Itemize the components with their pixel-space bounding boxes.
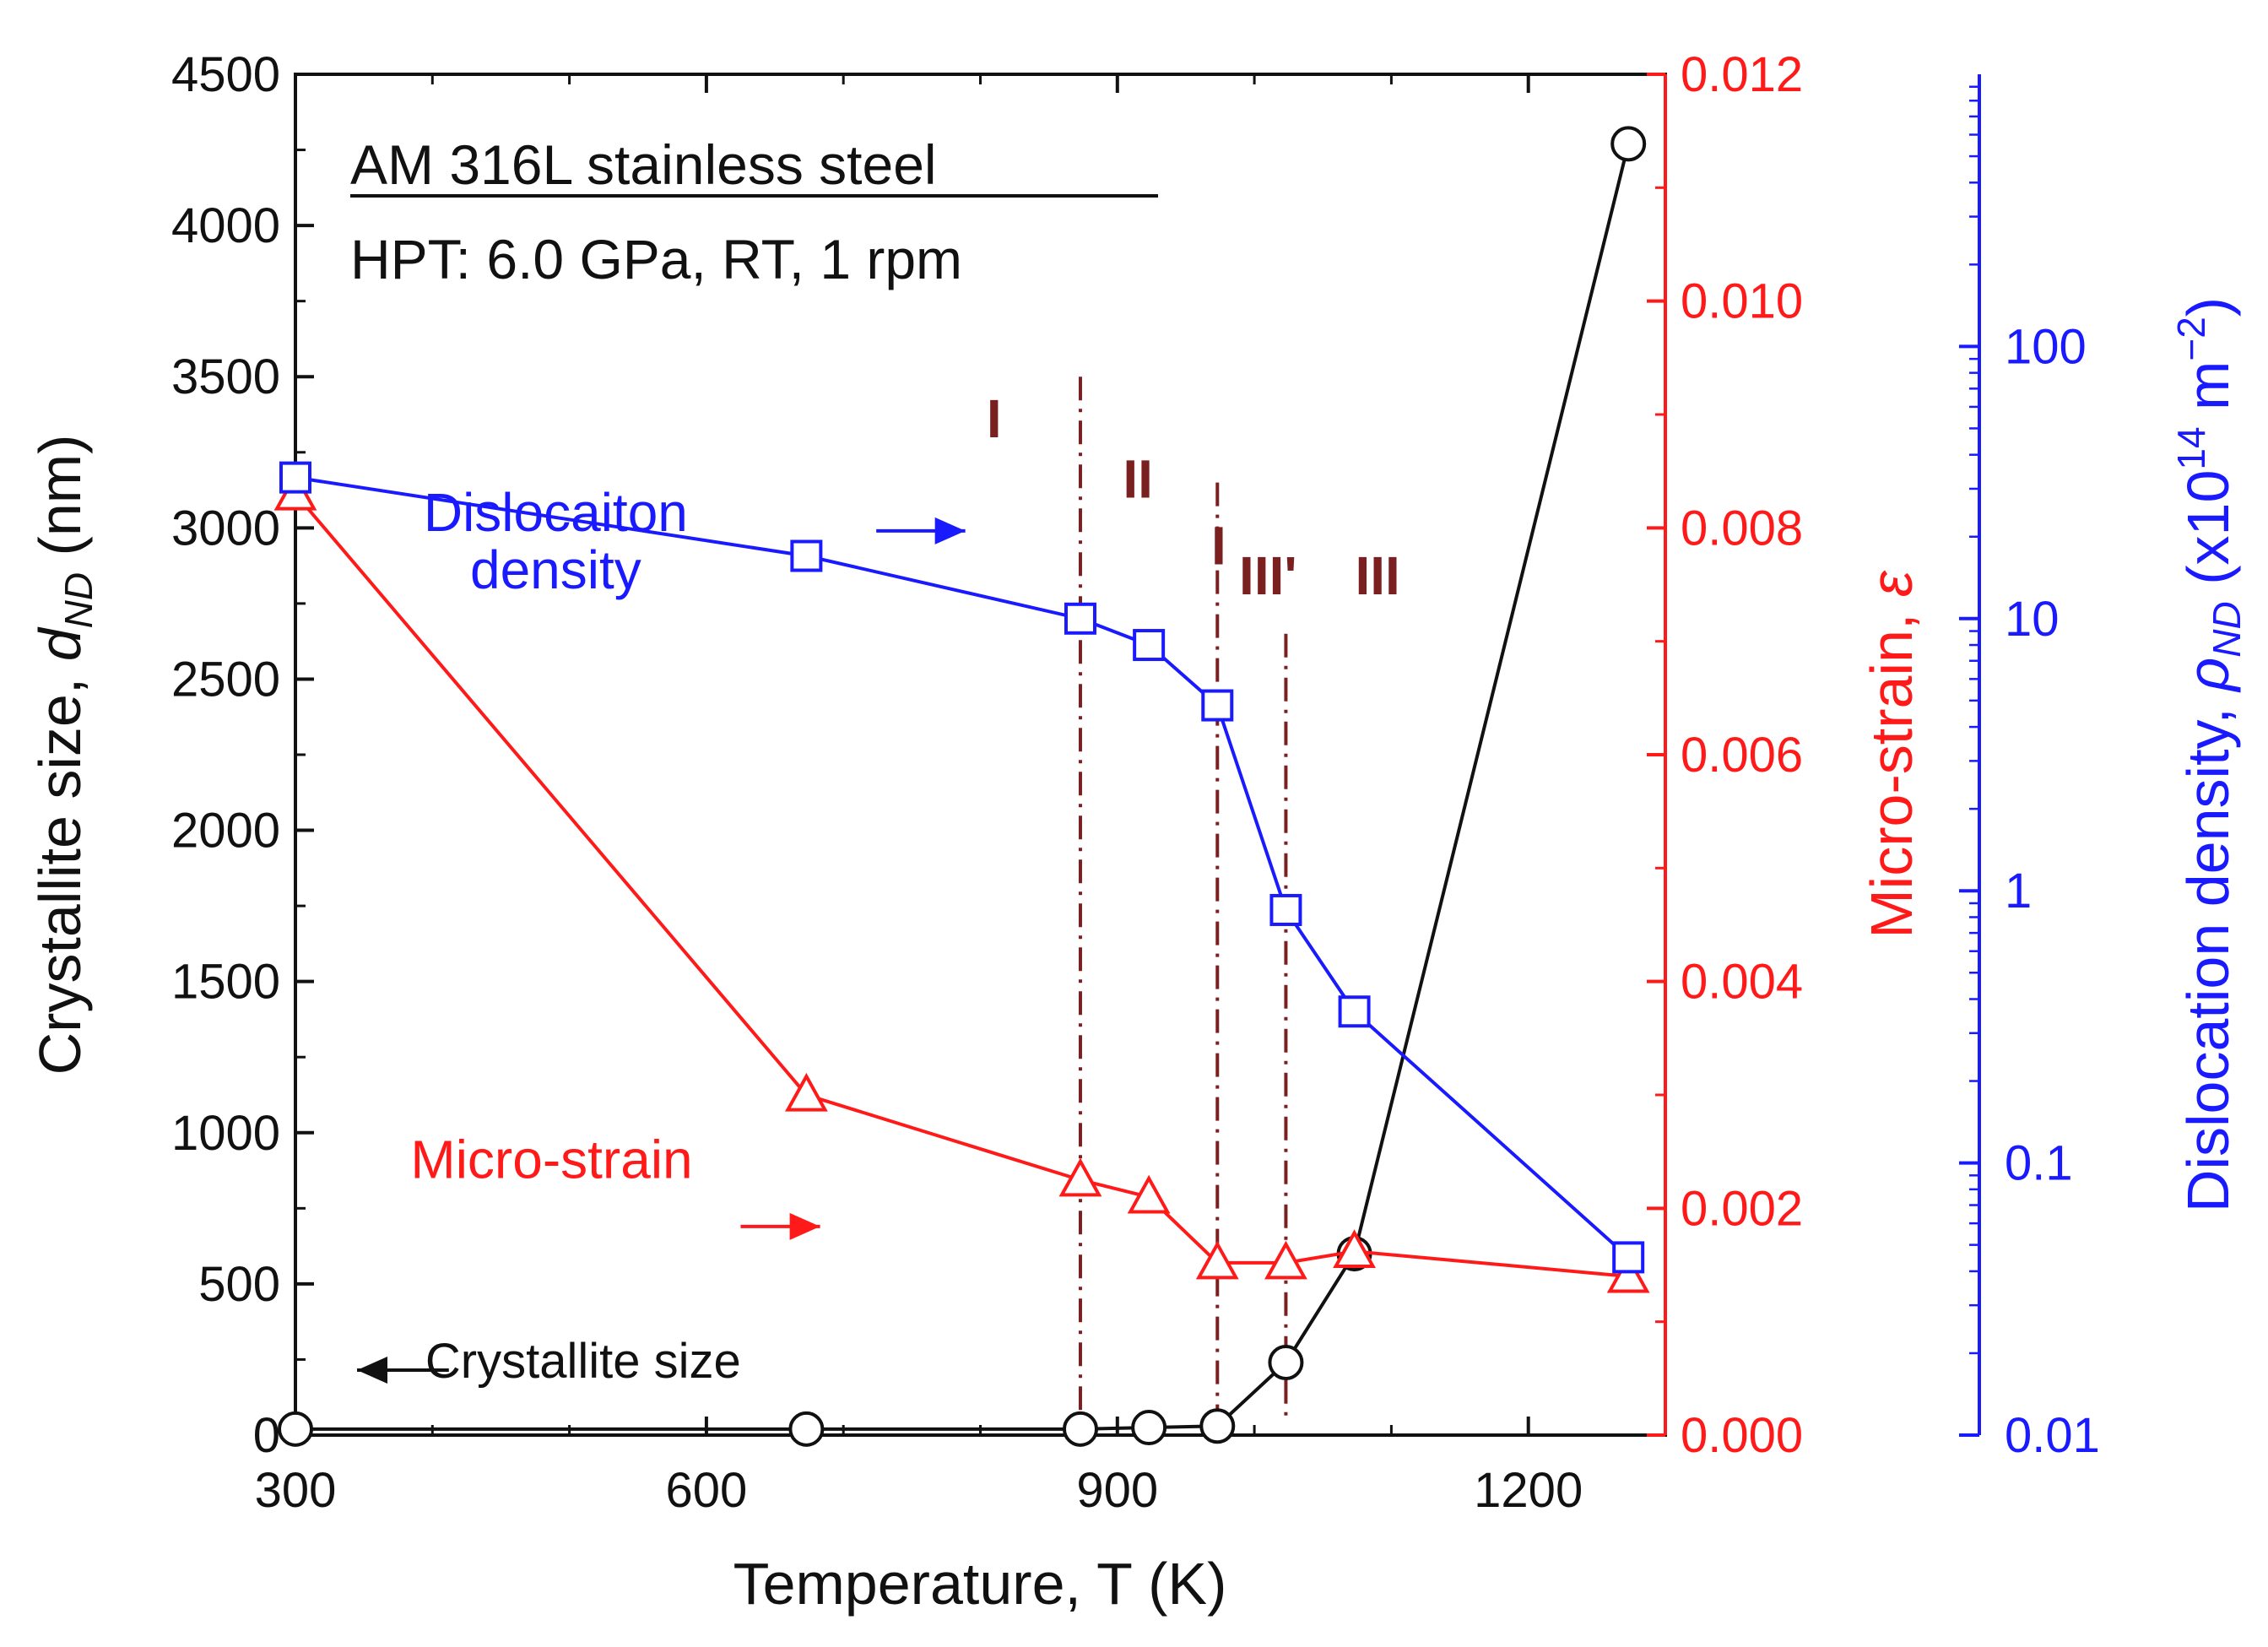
microstrain-tick-label: 0.002 bbox=[1681, 1181, 1803, 1236]
microstrain-tick-label: 0.006 bbox=[1681, 728, 1803, 783]
crystallite-point bbox=[1131, 1410, 1167, 1446]
left-axis-title: Crystallite size, dND (nm) bbox=[27, 435, 100, 1075]
dislocation-tick-label: 0.01 bbox=[2005, 1408, 2100, 1463]
dislocation-point bbox=[1338, 995, 1371, 1028]
microstrain-point bbox=[1606, 1254, 1650, 1293]
annotation-dd1: Dislocaiton bbox=[424, 482, 688, 543]
left-tick-label: 500 bbox=[198, 1257, 280, 1312]
left-axis-title-unit: (nm) bbox=[27, 435, 93, 572]
microstrain-axis-title-main: Micro-strain, bbox=[1859, 597, 1924, 938]
microstrain-axis-title-symbol: ε bbox=[1859, 570, 1924, 597]
dislocation-tick-label: 10 bbox=[2005, 592, 2060, 647]
left-axis-title-symbol: d bbox=[27, 626, 93, 661]
dislocation-axis-title-unit-pre: (x10 bbox=[2175, 470, 2241, 602]
microstrain-axis-title: Micro-strain, ε bbox=[1859, 570, 1924, 938]
left-tick-label: 3000 bbox=[171, 501, 280, 555]
x-tick-label: 1200 bbox=[1474, 1463, 1583, 1518]
dislocation-tick-label: 1 bbox=[2005, 864, 2032, 918]
region-label: I bbox=[987, 388, 1002, 449]
x-axis-title: Temperature, T (K) bbox=[733, 1551, 1227, 1617]
dislocation-axis-title: Dislocation density, ρND (x1014 m−2) bbox=[2169, 297, 2249, 1212]
dislocation-axis-title-symbol: ρ bbox=[2175, 658, 2241, 693]
left-tick-label: 4000 bbox=[171, 198, 280, 253]
region-label: I bbox=[1211, 515, 1226, 576]
axis-ticks bbox=[294, 73, 1979, 1437]
left-axis-title-sub: ND bbox=[57, 572, 100, 628]
left-tick-label: 2500 bbox=[171, 652, 280, 707]
microstrain-point bbox=[1264, 1240, 1307, 1280]
dislocation-tick-label: 0.1 bbox=[2005, 1136, 2073, 1191]
microstrain-tick-label: 0.000 bbox=[1681, 1408, 1803, 1463]
series-line-circle bbox=[295, 143, 1631, 1431]
crystallite-point bbox=[1610, 126, 1647, 162]
region-label: III bbox=[1355, 545, 1399, 606]
x-tick-label: 600 bbox=[666, 1463, 748, 1518]
x-tick-label: 900 bbox=[1076, 1463, 1158, 1518]
dislocation-axis-title-sub: ND bbox=[2205, 601, 2249, 657]
dislocation-point bbox=[790, 539, 823, 572]
dislocation-axis-title-unit-post: ) bbox=[2175, 297, 2241, 317]
left-axis-title-main: Crystallite size, bbox=[27, 661, 93, 1075]
crystallite-point bbox=[1062, 1411, 1098, 1447]
dislocation-point bbox=[1201, 689, 1234, 722]
series-line-square bbox=[295, 475, 1630, 1259]
left-tick-label: 4500 bbox=[171, 47, 280, 102]
x-tick-label: 300 bbox=[255, 1463, 337, 1518]
dislocation-axis-title-sup: 14 bbox=[2169, 426, 2213, 469]
dislocation-point bbox=[279, 461, 311, 494]
tick-labels: 300 600 900 1200 0 500 1000 1500 2000 2500 3000 350… bbox=[171, 47, 2100, 1518]
left-tick-label: 2000 bbox=[171, 804, 280, 859]
dislocation-point bbox=[1133, 629, 1166, 662]
microstrain-point bbox=[1058, 1157, 1102, 1197]
region-label: III' bbox=[1239, 545, 1297, 606]
dislocation-point bbox=[1612, 1241, 1645, 1274]
dislocation-point bbox=[1064, 602, 1096, 635]
annotation-ms: Micro-strain bbox=[410, 1130, 692, 1190]
microstrain-point bbox=[1127, 1174, 1171, 1214]
crystallite-point bbox=[788, 1411, 825, 1447]
annotation-dd2: density bbox=[470, 539, 641, 600]
dislocation-point bbox=[1269, 893, 1302, 926]
dislocation-tick-label: 100 bbox=[2005, 319, 2087, 374]
microstrain-point bbox=[1195, 1240, 1239, 1280]
left-tick-label: 1500 bbox=[171, 955, 280, 1010]
title-line-2: HPT: 6.0 GPa, RT, 1 rpm bbox=[350, 228, 962, 290]
dislocation-axis-title-unit-mid: m bbox=[2175, 361, 2241, 427]
microstrain-tick-label: 0.004 bbox=[1681, 955, 1803, 1010]
microstrain-tick-label: 0.012 bbox=[1681, 47, 1803, 102]
crystallite-point bbox=[278, 1411, 313, 1447]
crystallite-point bbox=[1199, 1408, 1236, 1444]
microstrain-point bbox=[1333, 1229, 1376, 1268]
dislocation-axis-title-main: Dislocation density, bbox=[2175, 691, 2241, 1212]
dislocation-axis-title-sup2: −2 bbox=[2169, 317, 2213, 360]
annotation-cs: Crystallite size bbox=[425, 1334, 741, 1389]
microstrain-tick-label: 0.008 bbox=[1681, 501, 1803, 555]
left-tick-label: 3500 bbox=[171, 349, 280, 404]
left-tick-label: 1000 bbox=[171, 1106, 280, 1161]
left-tick-label: 0 bbox=[253, 1408, 280, 1463]
microstrain-point bbox=[784, 1072, 828, 1112]
microstrain-tick-label: 0.010 bbox=[1681, 274, 1803, 329]
title-line-1: AM 316L stainless steel bbox=[350, 133, 937, 196]
series-layer bbox=[273, 126, 1650, 1447]
region-label: II bbox=[1123, 449, 1153, 510]
crystallite-point bbox=[1268, 1345, 1304, 1381]
